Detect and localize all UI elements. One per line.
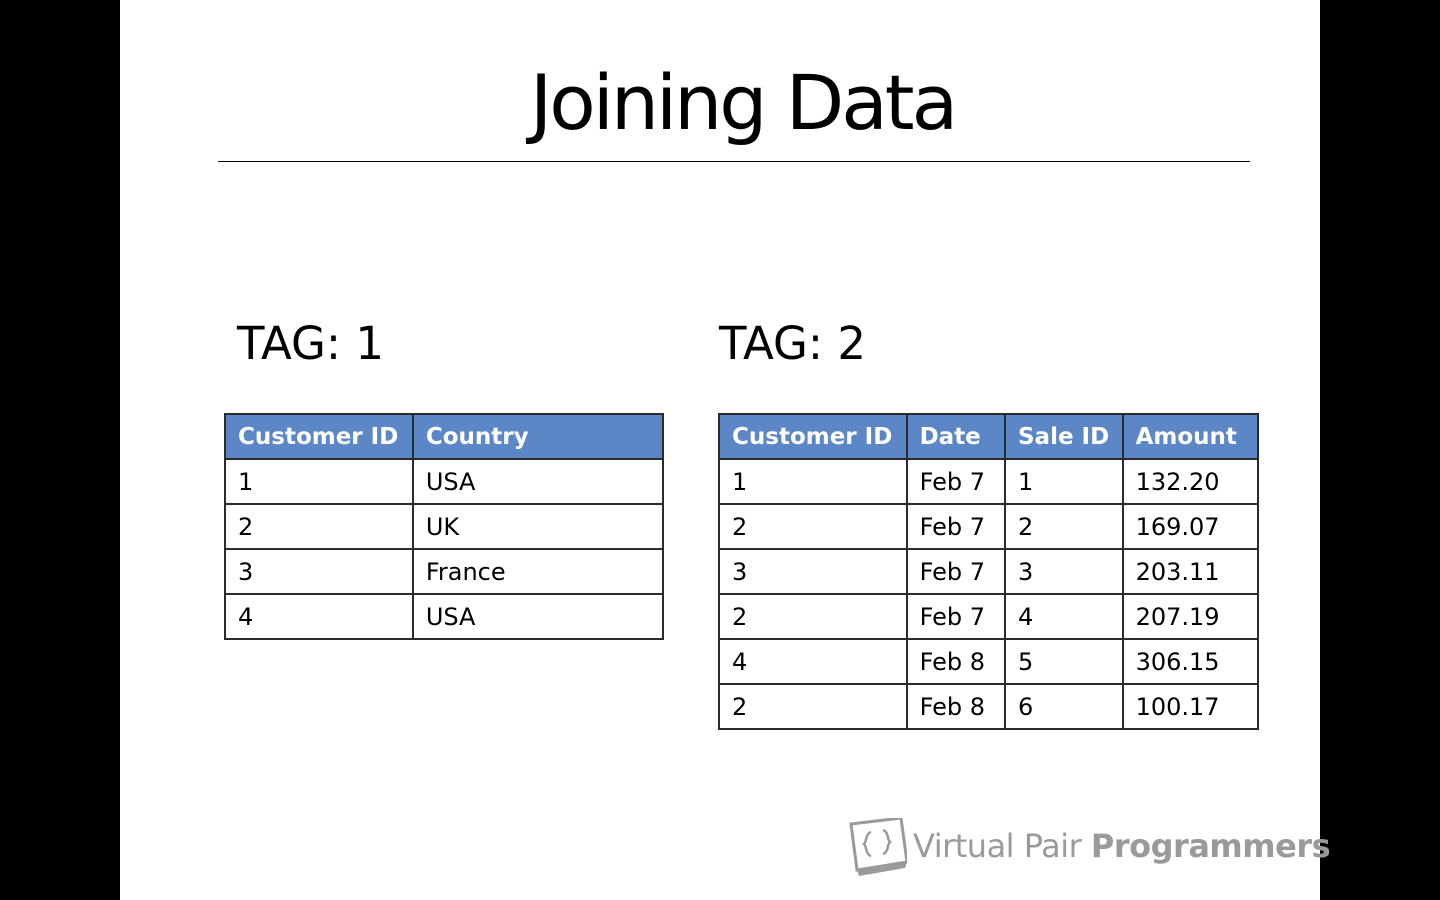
cell-customer-id: 1 <box>224 458 414 505</box>
cell-date: Feb 7 <box>905 593 1006 640</box>
cell-sale-id: 4 <box>1003 593 1124 640</box>
column-header-country: Country <box>411 413 665 460</box>
logo-text-bold: Programmers <box>1090 827 1331 865</box>
title-divider <box>218 161 1250 162</box>
table-row: 4 USA <box>224 593 665 640</box>
cell-date: Feb 8 <box>905 683 1006 730</box>
cell-customer-id: 2 <box>224 503 414 550</box>
vpp-logo: Virtual Pair Programmers <box>847 818 1331 878</box>
table-row: 2 Feb 7 2 169.07 <box>718 503 1260 550</box>
table-header-row: Customer ID Date Sale ID Amount <box>718 413 1260 460</box>
table-row: 3 France <box>224 548 665 595</box>
logo-wordmark: Virtual Pair Programmers <box>913 824 1331 868</box>
column-header-amount: Amount <box>1121 413 1260 460</box>
cell-sale-id: 5 <box>1003 638 1124 685</box>
cell-amount: 207.19 <box>1121 593 1260 640</box>
column-header-sale-id: Sale ID <box>1003 413 1124 460</box>
table-row: 3 Feb 7 3 203.11 <box>718 548 1260 595</box>
cell-amount: 132.20 <box>1121 458 1260 505</box>
cell-amount: 100.17 <box>1121 683 1260 730</box>
table-row: 2 Feb 7 4 207.19 <box>718 593 1260 640</box>
tag2-table: Customer ID Date Sale ID Amount 1 Feb 7 … <box>718 413 1260 730</box>
cell-date: Feb 8 <box>905 638 1006 685</box>
column-header-customer-id: Customer ID <box>224 413 414 460</box>
table-row: 1 USA <box>224 458 665 505</box>
table-header-row: Customer ID Country <box>224 413 665 460</box>
cell-country: USA <box>411 593 665 640</box>
tag2-label: TAG: 2 <box>719 317 866 370</box>
cell-sale-id: 1 <box>1003 458 1124 505</box>
logo-text-light: Virtual Pair <box>913 827 1091 865</box>
table-row: 4 Feb 8 5 306.15 <box>718 638 1260 685</box>
cell-country: USA <box>411 458 665 505</box>
table-row: 2 Feb 8 6 100.17 <box>718 683 1260 730</box>
cell-customer-id: 1 <box>718 458 908 505</box>
cell-date: Feb 7 <box>905 503 1006 550</box>
logo-bracket-icon <box>849 818 907 876</box>
cell-customer-id: 3 <box>718 548 908 595</box>
column-header-customer-id: Customer ID <box>718 413 908 460</box>
cell-sale-id: 2 <box>1003 503 1124 550</box>
cell-amount: 306.15 <box>1121 638 1260 685</box>
table-row: 2 UK <box>224 503 665 550</box>
cell-country: France <box>411 548 665 595</box>
cell-amount: 169.07 <box>1121 503 1260 550</box>
cell-customer-id: 2 <box>718 683 908 730</box>
slide: Joining Data TAG: 1 TAG: 2 Customer ID C… <box>120 0 1331 900</box>
cell-sale-id: 6 <box>1003 683 1124 730</box>
cell-customer-id: 3 <box>224 548 414 595</box>
cell-sale-id: 3 <box>1003 548 1124 595</box>
cell-date: Feb 7 <box>905 458 1006 505</box>
cell-country: UK <box>411 503 665 550</box>
cell-customer-id: 4 <box>718 638 908 685</box>
cell-date: Feb 7 <box>905 548 1006 595</box>
cell-customer-id: 4 <box>224 593 414 640</box>
column-header-date: Date <box>905 413 1006 460</box>
table-row: 1 Feb 7 1 132.20 <box>718 458 1260 505</box>
cell-customer-id: 2 <box>718 593 908 640</box>
cell-amount: 203.11 <box>1121 548 1260 595</box>
slide-title: Joining Data <box>529 58 958 147</box>
tag1-label: TAG: 1 <box>237 317 384 370</box>
cell-customer-id: 2 <box>718 503 908 550</box>
tag1-table: Customer ID Country 1 USA 2 UK 3 France … <box>224 413 665 640</box>
